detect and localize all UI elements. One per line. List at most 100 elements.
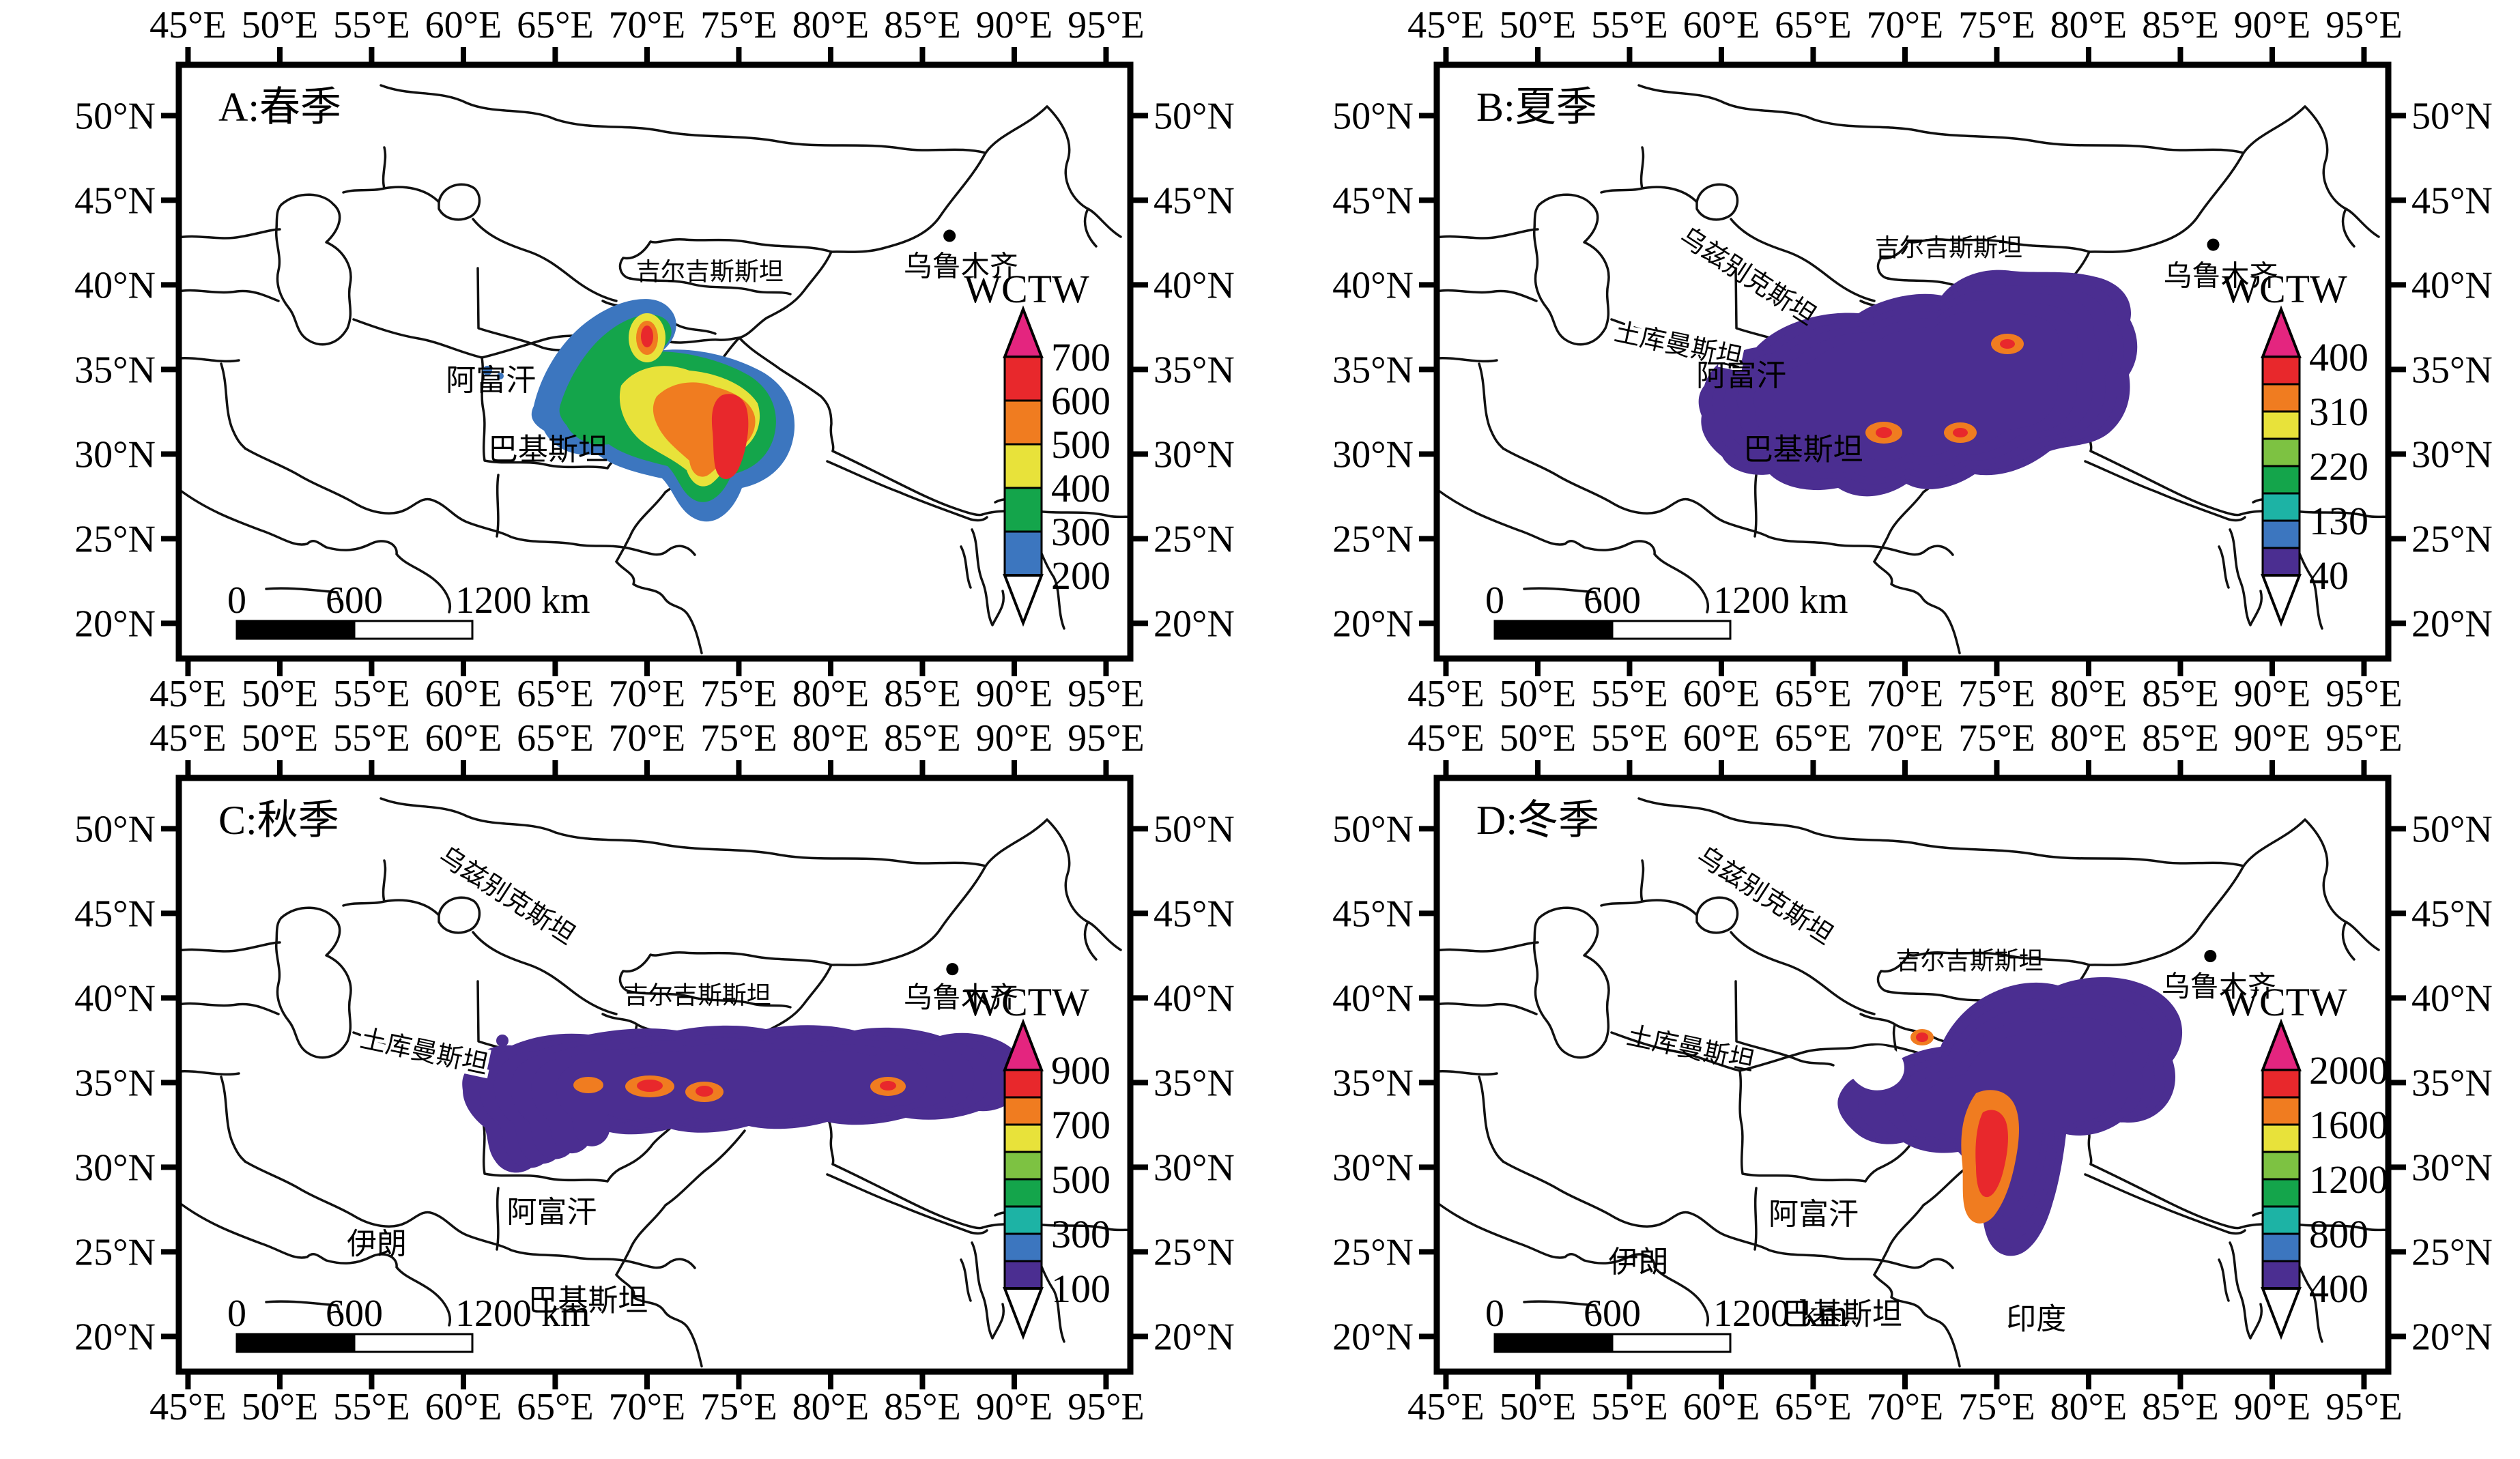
lat-tick-left xyxy=(161,1164,176,1170)
lon-label-bottom: 55°E xyxy=(333,1386,410,1428)
lon-label-bottom: 45°E xyxy=(1407,1386,1485,1428)
city-dot xyxy=(946,963,959,976)
lon-tick-bottom xyxy=(1534,1374,1541,1389)
lon-tick-top xyxy=(552,760,558,775)
lat-label-right: 25°N xyxy=(2411,1231,2493,1273)
lat-label-left: 35°N xyxy=(1332,1062,1414,1104)
lon-tick-bottom xyxy=(369,661,375,676)
colorbar-tick-label: 800 xyxy=(2309,1212,2368,1256)
lon-label-top: 90°E xyxy=(976,717,1053,760)
city-dot xyxy=(943,229,956,242)
lon-tick-bottom xyxy=(1810,1374,1816,1389)
lon-label-bottom: 75°E xyxy=(700,1386,777,1428)
lon-label-top: 50°E xyxy=(242,717,319,760)
lon-tick-top xyxy=(2361,47,2367,62)
lon-label-top: 65°E xyxy=(1775,4,1852,46)
colorbar-segment xyxy=(2261,465,2301,495)
lon-tick-top xyxy=(1902,47,1908,62)
lon-label-bottom: 90°E xyxy=(976,673,1053,715)
lat-label-right: 40°N xyxy=(2411,977,2493,1020)
colorbar-title: WCTW xyxy=(964,267,1089,311)
lon-label-bottom: 65°E xyxy=(1775,1386,1852,1428)
colorbar-tick-label: 310 xyxy=(2309,390,2368,434)
colorbar-segment xyxy=(1003,1151,1043,1181)
lon-label-bottom: 95°E xyxy=(1068,673,1145,715)
lat-label-right: 50°N xyxy=(1154,95,1235,137)
lon-label-top: 45°E xyxy=(149,4,227,46)
country-label: 伊朗 xyxy=(347,1228,407,1261)
lon-label-bottom: 85°E xyxy=(2142,1386,2219,1428)
lat-tick-right xyxy=(2391,1080,2406,1086)
lon-tick-top xyxy=(736,760,742,775)
lat-label-right: 25°N xyxy=(2411,518,2493,560)
colorbar-arrow-down xyxy=(2261,574,2302,627)
lon-label-bottom: 80°E xyxy=(2050,673,2128,715)
lon-tick-bottom xyxy=(2085,1374,2091,1389)
lon-label-top: 75°E xyxy=(1958,4,2035,46)
colorbar-segment xyxy=(1003,399,1043,446)
scalebar-label-600: 600 xyxy=(1584,1292,1641,1335)
lon-label-top: 95°E xyxy=(2325,717,2403,760)
lat-tick-right xyxy=(1133,620,1148,626)
lat-tick-right xyxy=(2391,1249,2406,1255)
country-label: 吉尔吉斯斯坦 xyxy=(1896,947,2044,974)
lat-tick-left xyxy=(161,620,176,626)
colorbar-tick-label: 500 xyxy=(1051,422,1111,467)
lon-label-bottom: 50°E xyxy=(1500,1386,1577,1428)
colorbar-segment xyxy=(2261,1260,2301,1290)
scalebar-label-1200km: 1200 km xyxy=(455,1292,590,1335)
colorbar-tick-label: 400 xyxy=(2309,335,2368,379)
lon-tick-top xyxy=(736,47,742,62)
lat-label-right: 50°N xyxy=(2411,95,2493,137)
lon-label-bottom: 65°E xyxy=(517,1386,594,1428)
lat-tick-left xyxy=(1419,451,1434,457)
panel-a: 45°E 45°E 50°E 50°E 55°E 55°E 60°E 60°E 65°E 65°E… xyxy=(74,4,1235,715)
scalebar-label-1200km: 1200 km xyxy=(1713,1292,1848,1335)
lon-label-bottom: 70°E xyxy=(609,673,686,715)
lon-tick-top xyxy=(1103,760,1109,775)
lat-label-left: 45°N xyxy=(74,893,156,935)
lon-label-top: 75°E xyxy=(1958,717,2035,760)
lat-label-right: 30°N xyxy=(2411,1146,2493,1189)
lat-tick-right xyxy=(2391,451,2406,457)
country-label: 巴基斯坦 xyxy=(528,1284,648,1317)
lat-tick-left xyxy=(1419,536,1434,542)
lat-label-left: 40°N xyxy=(74,264,156,306)
lon-tick-bottom xyxy=(552,1374,558,1389)
lon-tick-top xyxy=(2269,760,2275,775)
colorbar-segment xyxy=(1003,530,1043,577)
lon-label-bottom: 55°E xyxy=(1591,1386,1668,1428)
lon-tick-top xyxy=(919,47,926,62)
panel-title: B:夏季 xyxy=(1476,85,1597,130)
lon-tick-bottom xyxy=(552,661,558,676)
lon-label-top: 50°E xyxy=(1500,717,1577,760)
scalebar-label-0: 0 xyxy=(227,579,246,622)
lon-label-top: 95°E xyxy=(1068,717,1145,760)
lon-tick-bottom xyxy=(1902,661,1908,676)
lon-label-top: 85°E xyxy=(884,4,961,46)
lat-label-left: 40°N xyxy=(1332,977,1414,1020)
lon-label-top: 90°E xyxy=(976,4,1053,46)
country-label: 阿富汗 xyxy=(506,1196,597,1229)
colorbar-segment xyxy=(2261,1069,2301,1099)
lon-label-top: 80°E xyxy=(792,4,870,46)
lon-label-top: 70°E xyxy=(1867,717,1944,760)
lon-tick-bottom xyxy=(369,1374,375,1389)
lon-label-top: 65°E xyxy=(517,4,594,46)
lon-label-bottom: 95°E xyxy=(2325,673,2403,715)
lat-label-left: 25°N xyxy=(1332,1231,1414,1273)
lat-label-right: 40°N xyxy=(2411,264,2493,306)
lat-label-right: 30°N xyxy=(2411,433,2493,476)
lon-label-top: 75°E xyxy=(700,4,777,46)
scalebar-white-segment xyxy=(1611,620,1732,640)
colorbar-title: WCTW xyxy=(964,980,1089,1024)
lon-tick-bottom xyxy=(1011,661,1017,676)
colorbar: WCTW 400 310 220 130 40 xyxy=(2222,267,2368,627)
scalebar-label-1200km: 1200 km xyxy=(1713,579,1848,622)
lon-label-top: 65°E xyxy=(1775,717,1852,760)
colorbar-arrow-down xyxy=(2261,1287,2302,1340)
lon-label-bottom: 70°E xyxy=(609,1386,686,1428)
lon-label-bottom: 55°E xyxy=(333,673,410,715)
lat-tick-left xyxy=(161,282,176,288)
